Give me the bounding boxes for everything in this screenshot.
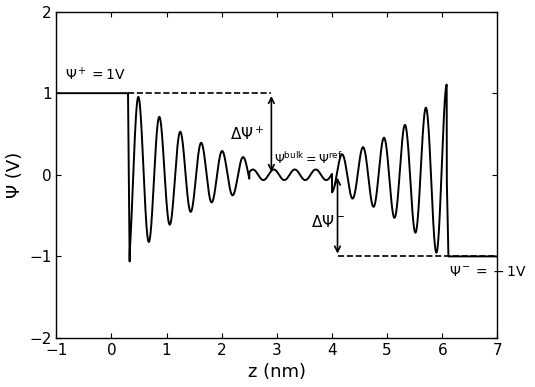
Text: $\Psi^- = -1\mathrm{V}$: $\Psi^- = -1\mathrm{V}$ (449, 265, 526, 279)
Y-axis label: Ψ (V): Ψ (V) (5, 152, 24, 198)
Text: $\Delta\Psi^-$: $\Delta\Psi^-$ (311, 214, 346, 230)
X-axis label: z (nm): z (nm) (248, 363, 306, 382)
Text: $\Delta\Psi^+$: $\Delta\Psi^+$ (230, 125, 264, 143)
Text: $\Psi^\mathrm{bulk} = \Psi^\mathrm{ref}$: $\Psi^\mathrm{bulk} = \Psi^\mathrm{ref}$ (274, 151, 342, 167)
Text: $\Psi^+ = 1\mathrm{V}$: $\Psi^+ = 1\mathrm{V}$ (65, 66, 125, 83)
